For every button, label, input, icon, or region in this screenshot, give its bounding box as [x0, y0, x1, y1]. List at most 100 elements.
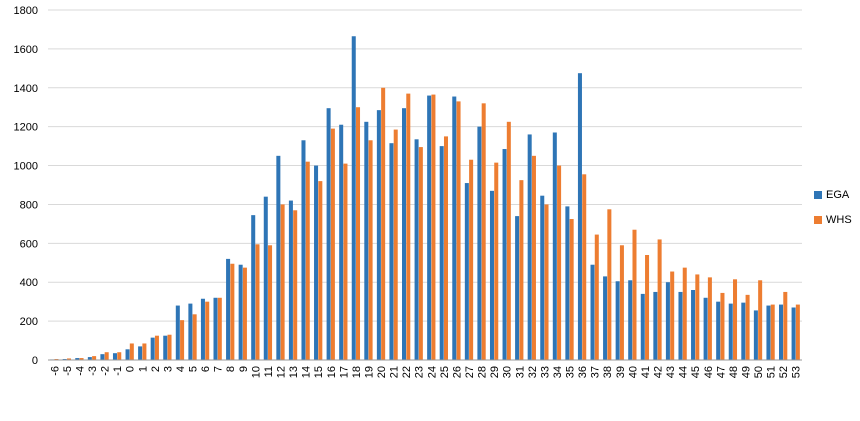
- x-tick-label: 16: [326, 366, 338, 378]
- bar-whs-53: [795, 304, 800, 360]
- x-tick-label: 17: [338, 366, 350, 378]
- bar-ega-39: [615, 281, 620, 360]
- bar-whs-44: [682, 267, 687, 360]
- bar-ega--2: [100, 354, 105, 360]
- bar-ega--1: [112, 353, 117, 360]
- bar-whs-36: [582, 174, 587, 360]
- bar-ega-8: [226, 258, 231, 360]
- bar-ega-35: [565, 206, 570, 360]
- bar-ega-37: [590, 264, 595, 360]
- x-tick-label: 9: [238, 366, 250, 372]
- x-tick-label: 45: [690, 366, 702, 378]
- bar-whs-48: [733, 279, 738, 360]
- y-tick-label: 1400: [14, 83, 38, 95]
- bar-whs-15: [318, 181, 323, 360]
- bar-whs--4: [79, 358, 84, 360]
- bar-ega-26: [452, 96, 457, 360]
- bar-ega-12: [276, 155, 281, 360]
- bar-whs--3: [92, 356, 97, 360]
- x-tick-label: 30: [502, 366, 514, 378]
- bar-ega-24: [427, 95, 432, 360]
- bar-whs-33: [544, 204, 549, 360]
- bar-ega-11: [263, 196, 268, 360]
- y-tick-label: 0: [32, 355, 38, 367]
- bar-ega-10: [251, 215, 256, 360]
- bar-ega-42: [653, 291, 658, 360]
- x-tick-label: 41: [640, 366, 652, 378]
- bars: [50, 36, 800, 361]
- bar-ega-31: [515, 216, 520, 360]
- bar-whs-17: [343, 163, 348, 360]
- bar-whs-47: [720, 292, 725, 360]
- x-tick-label: 49: [740, 366, 752, 378]
- x-tick-label: 46: [703, 366, 715, 378]
- x-tick-label: 28: [477, 366, 489, 378]
- bar-whs-52: [783, 291, 788, 360]
- bar-whs-23: [418, 147, 423, 360]
- bar-ega-28: [477, 126, 482, 360]
- x-tick-label: -5: [62, 366, 74, 376]
- bar-whs-13: [293, 210, 298, 360]
- bar-ega-0: [125, 349, 130, 360]
- bar-whs-21: [393, 129, 398, 360]
- x-tick-label: -2: [100, 366, 112, 376]
- bar-whs-49: [745, 294, 750, 360]
- bar-whs-50: [758, 280, 763, 360]
- bar-whs-24: [431, 94, 436, 360]
- legend: EGA WHS: [814, 189, 852, 226]
- bar-ega-19: [364, 121, 369, 360]
- bar-ega-25: [439, 146, 444, 360]
- bar-whs-11: [268, 245, 273, 360]
- bar-whs-26: [456, 101, 461, 360]
- bar-whs--2: [104, 352, 109, 360]
- bar-ega-33: [540, 195, 545, 360]
- bar-whs-7: [217, 297, 222, 360]
- x-tick-label: 7: [213, 366, 225, 372]
- bar-ega-40: [628, 280, 633, 360]
- x-tick-label: 6: [200, 366, 212, 372]
- x-tick-label: -6: [49, 366, 61, 376]
- bar-whs-16: [330, 128, 335, 360]
- bar-ega-46: [703, 297, 708, 360]
- x-tick-label: 10: [250, 366, 262, 378]
- x-tick-label: 24: [426, 366, 438, 378]
- bar-ega-52: [779, 304, 784, 360]
- bar-ega-49: [741, 302, 746, 360]
- bar-whs-12: [280, 204, 285, 360]
- x-tick-label: 50: [753, 366, 765, 378]
- x-tick-label: 1: [137, 366, 149, 372]
- bar-ega-7: [213, 297, 218, 360]
- bar-whs-22: [406, 93, 411, 361]
- y-tick-label: 1800: [14, 5, 38, 17]
- bar-ega-21: [389, 143, 394, 360]
- bar-whs-31: [519, 180, 524, 360]
- gridlines: [48, 9, 802, 322]
- x-tick-label: 18: [351, 366, 363, 378]
- bar-ega-2: [150, 337, 155, 360]
- x-tick-label: 35: [565, 366, 577, 378]
- x-tick-label: 20: [376, 366, 388, 378]
- bar-ega-1: [138, 346, 143, 360]
- bar-whs-30: [506, 121, 511, 360]
- bar-ega-47: [716, 301, 721, 360]
- bar-ega-5: [188, 303, 193, 360]
- x-tick-label: 13: [288, 366, 300, 378]
- bar-ega-38: [603, 276, 608, 360]
- bar-whs-35: [569, 219, 574, 360]
- bar-ega-29: [489, 190, 494, 360]
- bar-whs-38: [607, 209, 612, 360]
- bar-whs-25: [443, 136, 448, 360]
- y-tick-label: 600: [20, 238, 38, 250]
- bar-whs-42: [657, 239, 662, 360]
- x-tick-label: 4: [175, 366, 187, 372]
- bar-ega-14: [301, 140, 306, 360]
- bar-whs-34: [557, 165, 562, 360]
- bar-ega-3: [163, 335, 168, 360]
- x-tick-label: 23: [414, 366, 426, 378]
- bar-whs-9: [242, 267, 247, 360]
- bar-ega-20: [376, 110, 381, 360]
- x-tick-label: 11: [263, 366, 275, 377]
- x-tick-label: 22: [401, 366, 413, 378]
- x-tick-label: 19: [363, 366, 375, 378]
